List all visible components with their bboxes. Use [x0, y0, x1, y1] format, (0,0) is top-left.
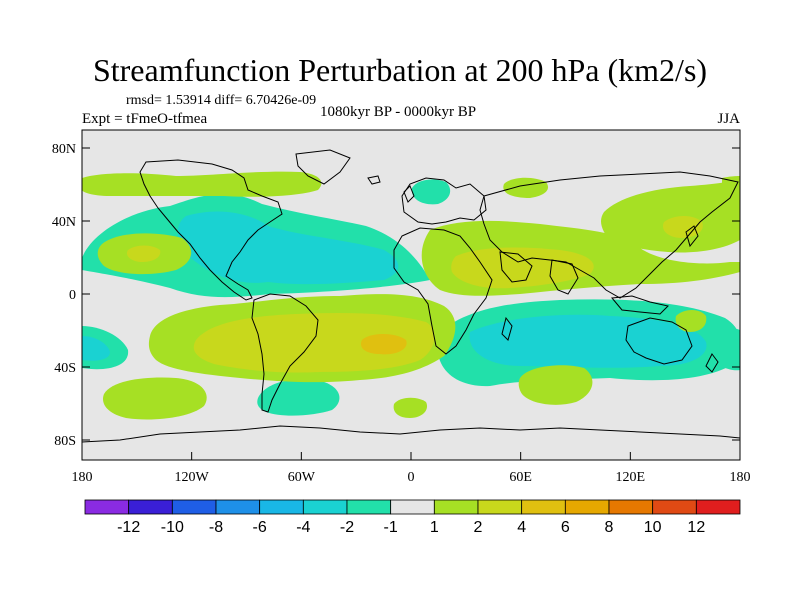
lon-tick-label: 120W — [175, 470, 210, 485]
lon-tick-label: 120E — [616, 470, 646, 485]
colorbar-label: -10 — [161, 519, 184, 536]
coastline-madagascar — [501, 316, 513, 341]
coastline-arabia — [499, 251, 533, 283]
lat-tick-label: 0 — [69, 288, 76, 303]
colorbar-swatch — [477, 499, 523, 515]
colorbar-label: 2 — [474, 519, 483, 536]
coastline-north-america — [139, 159, 283, 301]
colorbar-swatch — [608, 499, 654, 515]
coastline-india — [549, 259, 579, 295]
pos-mid-africa-asia — [451, 247, 594, 289]
pos-mid-south-america — [193, 312, 435, 373]
colorbar-label: 12 — [687, 519, 705, 536]
colorbar-label: -8 — [209, 519, 223, 536]
colorbar-swatch — [128, 499, 173, 515]
pos-blob-east-asia — [601, 180, 740, 253]
colorbar-label: 6 — [561, 519, 570, 536]
colorbar-label: 10 — [644, 519, 662, 536]
colorbar-label: -1 — [384, 519, 398, 536]
colorbar-label: -4 — [296, 519, 310, 536]
colorbar-label: -6 — [253, 519, 267, 536]
coastline-greenland — [295, 149, 351, 185]
colorbar-swatch — [652, 499, 697, 515]
lat-tick-label: 40N — [52, 215, 76, 230]
lon-tick-label: 60E — [509, 470, 532, 485]
colorbar-swatch — [259, 499, 304, 515]
neg-blob-north-europe — [411, 179, 451, 205]
lat-tick-label: 80N — [52, 142, 76, 157]
coastlines — [82, 149, 740, 443]
latitude-axis: 80N 40N 0 40S 80S — [52, 142, 740, 449]
neg-core-south-pacific — [82, 336, 110, 361]
lon-tick-label: 0 — [408, 470, 415, 485]
colorbar-label: 8 — [605, 519, 614, 536]
coastline-british-isles — [403, 185, 415, 203]
coastline-south-america — [251, 293, 319, 413]
chart-title: Streamfunction Perturbation at 200 hPa (… — [92, 52, 708, 88]
coastline-southeast-asia — [611, 295, 669, 315]
colorbar-swatch — [346, 499, 392, 515]
pos-core-east-asia — [662, 216, 703, 238]
coastline-iceland — [367, 175, 381, 185]
colorbar-swatch — [390, 499, 435, 515]
positive-anomaly-fields — [82, 171, 740, 420]
colorbar-swatch — [564, 499, 610, 515]
coastline-africa — [393, 227, 493, 355]
colorbar-label: 4 — [517, 519, 526, 536]
longitude-axis: 180 120W 60W 0 60E 120E 180 — [72, 452, 751, 485]
colorbar: -12 -10 -8 -6 -4 -2 -1 1 2 4 6 8 10 12 — [84, 499, 741, 536]
colorbar-swatch — [215, 499, 261, 515]
neg-core-south-indian — [469, 314, 707, 368]
period-label: 1080kyr BP - 0000kyr BP — [320, 104, 477, 120]
pos-blob-north-atlantic — [503, 177, 549, 198]
lat-tick-label: 40S — [54, 361, 76, 376]
season-label: JJA — [717, 111, 740, 127]
colorbar-label: -12 — [117, 519, 140, 536]
pos-blob-south-indian — [518, 365, 593, 405]
pos-blob-new-zealand — [675, 310, 707, 332]
pos-blob-arctic-pacific — [82, 171, 322, 197]
coastline-new-zealand — [705, 353, 719, 373]
coastline-australia — [625, 317, 693, 365]
colorbar-label: 1 — [430, 519, 439, 536]
colorbar-swatch — [521, 499, 566, 515]
stats-line: rmsd= 1.53914 diff= 6.70426e-09 — [126, 93, 317, 108]
map-panel — [82, 130, 740, 460]
lon-tick-label: 180 — [730, 470, 751, 485]
pos-core-north-pacific — [126, 245, 161, 262]
colorbar-swatch — [171, 499, 217, 515]
lon-tick-label: 60W — [288, 470, 316, 485]
lon-tick-label: 180 — [72, 470, 93, 485]
colorbar-label: -2 — [340, 519, 354, 536]
neg-blob-east-pacific-south — [709, 328, 740, 371]
coastline-japan — [685, 225, 699, 248]
coastline-antarctica — [82, 425, 740, 443]
coastline-asia — [479, 171, 739, 299]
pos-blob-south-pacific — [102, 377, 207, 420]
colorbar-swatch — [433, 499, 479, 515]
pos-core-south-atlantic — [360, 334, 407, 355]
experiment-label: Expt = tFmeO-tfmea — [82, 111, 208, 127]
lat-tick-label: 80S — [54, 434, 76, 449]
colorbar-swatch — [302, 499, 348, 515]
colorbar-swatch — [695, 499, 741, 515]
neg-core-atlantic-north — [177, 211, 399, 285]
pos-blob-southern-atlantic — [393, 397, 428, 418]
colorbar-swatch — [84, 499, 130, 515]
